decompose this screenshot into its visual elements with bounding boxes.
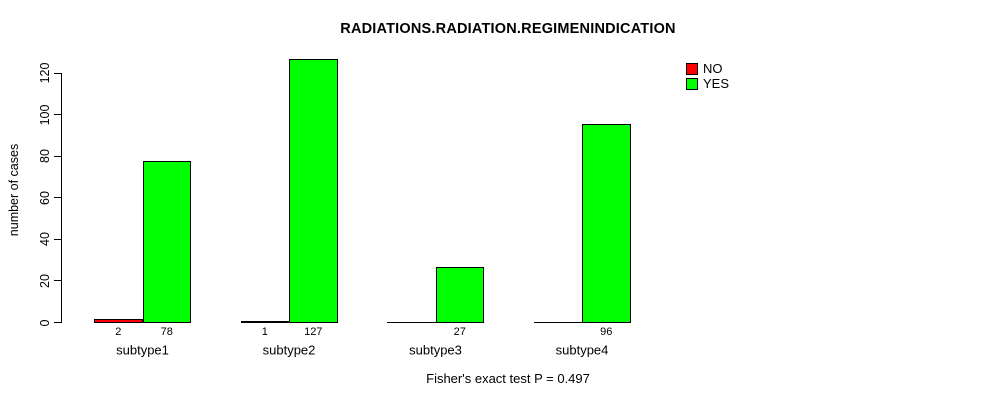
legend: NO YES xyxy=(686,62,729,92)
legend-label-no: NO xyxy=(703,61,723,76)
bar-value-label: 78 xyxy=(160,325,173,338)
bar-subtype4-yes xyxy=(582,123,631,323)
legend-swatch-yes-icon xyxy=(686,78,698,90)
y-axis-tick-label: 0 xyxy=(38,319,52,326)
bar-subtype1-no xyxy=(94,318,143,323)
x-category-label: subtype1 xyxy=(116,342,169,357)
y-axis-tick xyxy=(53,197,61,199)
y-axis-tick-label: 60 xyxy=(38,191,52,205)
legend-swatch-no-icon xyxy=(686,63,698,75)
bar-value-label: 1 xyxy=(261,325,268,338)
y-axis-tick xyxy=(53,72,61,74)
bar-value-label: 2 xyxy=(115,325,122,338)
y-axis-tick-label: 120 xyxy=(38,63,52,84)
legend-item-yes: YES xyxy=(686,77,729,91)
bar-subtype3-no xyxy=(387,321,436,323)
y-axis-tick xyxy=(53,114,61,116)
bar-subtype4-no xyxy=(533,321,582,323)
legend-item-no: NO xyxy=(686,62,729,76)
legend-label-yes: YES xyxy=(703,76,730,91)
y-axis-tick-label: 40 xyxy=(38,232,52,247)
y-axis-tick xyxy=(53,155,61,157)
y-axis-tick xyxy=(53,322,61,323)
bar-subtype3-yes xyxy=(435,266,484,323)
x-category-label: subtype2 xyxy=(262,342,316,357)
bar-subtype2-no xyxy=(240,320,289,323)
x-category-label: subtype3 xyxy=(409,342,462,357)
y-axis-tick xyxy=(53,280,61,282)
y-axis-line xyxy=(60,73,62,324)
bar-subtype2-yes xyxy=(289,58,338,323)
x-category-label: subtype4 xyxy=(555,342,609,357)
bar-value-label: 27 xyxy=(453,325,466,338)
bar-value-label: 96 xyxy=(600,325,613,338)
y-axis-tick-label: 20 xyxy=(38,274,52,288)
chart-title: RADIATIONS.RADIATION.REGIMENINDICATION xyxy=(340,21,676,37)
bar-value-label: 127 xyxy=(304,325,323,338)
y-axis-tick-label: 100 xyxy=(38,104,52,126)
y-axis-tick-label: 80 xyxy=(38,149,52,164)
fisher-test-caption: Fisher's exact test P = 0.497 xyxy=(426,371,590,386)
y-axis-tick xyxy=(53,238,61,240)
bar-subtype1-yes xyxy=(142,160,191,323)
